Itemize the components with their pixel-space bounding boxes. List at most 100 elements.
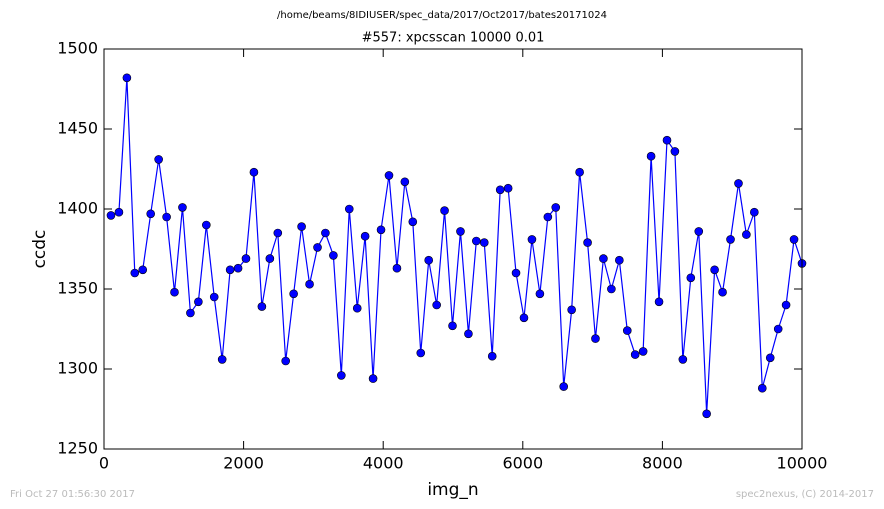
data-point bbox=[670, 147, 680, 156]
data-point bbox=[392, 263, 402, 273]
data-point bbox=[646, 151, 656, 161]
data-point bbox=[543, 212, 553, 222]
data-point bbox=[495, 185, 505, 195]
data-point bbox=[273, 228, 283, 238]
data-point bbox=[694, 227, 704, 236]
data-point bbox=[114, 207, 124, 217]
data-point bbox=[710, 265, 719, 275]
data-point bbox=[313, 243, 322, 252]
data-point bbox=[583, 238, 592, 247]
y-tick-label: 1450 bbox=[57, 119, 98, 138]
data-point bbox=[662, 135, 672, 145]
data-point bbox=[241, 254, 251, 263]
footer-left: Fri Oct 27 01:56:30 2017 bbox=[10, 489, 135, 500]
data-point bbox=[368, 374, 378, 383]
data-point bbox=[702, 409, 711, 419]
data-point bbox=[575, 167, 584, 177]
data-point bbox=[527, 235, 537, 244]
data-point bbox=[257, 302, 267, 311]
data-point bbox=[352, 303, 362, 313]
data-point bbox=[432, 300, 441, 310]
data-point bbox=[416, 348, 426, 358]
data-point bbox=[194, 297, 203, 307]
data-point bbox=[289, 289, 298, 299]
series-line bbox=[110, 77, 803, 414]
data-point bbox=[146, 209, 155, 219]
data-point bbox=[789, 235, 799, 244]
data-point bbox=[138, 265, 148, 275]
data-point bbox=[742, 230, 751, 239]
data-point bbox=[773, 324, 783, 334]
y-tick-label: 1250 bbox=[57, 439, 98, 458]
data-point bbox=[448, 321, 457, 331]
x-tick-label: 6000 bbox=[502, 454, 543, 473]
data-point bbox=[170, 287, 179, 297]
data-point bbox=[281, 356, 290, 366]
data-point bbox=[424, 255, 434, 265]
data-point bbox=[408, 217, 418, 227]
data-point bbox=[209, 292, 219, 302]
data-point bbox=[321, 228, 330, 238]
data-point bbox=[757, 383, 767, 393]
data-point bbox=[559, 382, 569, 391]
y-axis-label: ccdc bbox=[30, 230, 50, 269]
data-point bbox=[654, 297, 664, 307]
x-tick-label: 10000 bbox=[777, 454, 828, 473]
x-tick-label: 0 bbox=[99, 454, 109, 473]
data-point bbox=[440, 206, 449, 215]
data-point bbox=[607, 284, 616, 294]
data-point bbox=[781, 300, 791, 310]
data-point bbox=[464, 329, 473, 339]
data-point bbox=[337, 371, 346, 380]
x-tick-label: 8000 bbox=[642, 454, 683, 473]
data-point bbox=[599, 254, 608, 263]
data-point bbox=[265, 254, 275, 263]
chart-title: #557: xpcsscan 10000 0.01 bbox=[362, 31, 545, 46]
data-point bbox=[305, 279, 314, 289]
data-point bbox=[519, 313, 529, 323]
data-point bbox=[360, 231, 370, 241]
data-point bbox=[615, 255, 624, 265]
data-point bbox=[186, 308, 195, 318]
footer-right: spec2nexus, (C) 2014-2017 bbox=[736, 489, 874, 500]
data-point bbox=[162, 212, 171, 222]
data-point bbox=[225, 265, 235, 275]
data-point bbox=[154, 155, 163, 164]
data-point bbox=[456, 227, 465, 236]
data-point bbox=[202, 220, 211, 230]
data-point bbox=[638, 347, 648, 356]
x-tick-label: 2000 bbox=[223, 454, 264, 473]
data-point bbox=[400, 177, 410, 187]
y-tick-label: 1500 bbox=[57, 39, 98, 58]
data-point bbox=[734, 179, 743, 188]
y-tick-label: 1350 bbox=[57, 279, 98, 298]
plot-frame bbox=[103, 48, 803, 450]
data-point bbox=[130, 268, 140, 278]
suptitle: /home/beams/8IDIUSER/spec_data/2017/Oct2… bbox=[277, 10, 607, 21]
data-point bbox=[567, 305, 576, 315]
data-point bbox=[750, 207, 759, 217]
data-point bbox=[726, 235, 735, 244]
data-point bbox=[622, 326, 632, 335]
data-point bbox=[297, 222, 306, 231]
data-point bbox=[479, 238, 489, 247]
data-point bbox=[686, 273, 696, 283]
x-axis-label: img_n bbox=[427, 480, 478, 500]
data-point bbox=[487, 351, 497, 361]
data-point bbox=[591, 334, 600, 343]
data-point bbox=[511, 268, 521, 278]
data-point bbox=[106, 211, 116, 220]
data-point bbox=[765, 353, 775, 363]
data-point bbox=[344, 204, 354, 214]
data-point bbox=[178, 203, 187, 212]
data-point bbox=[551, 203, 561, 212]
data-point bbox=[384, 171, 394, 180]
y-tick-label: 1400 bbox=[57, 199, 98, 218]
data-point bbox=[503, 183, 513, 193]
data-point bbox=[678, 355, 688, 364]
x-tick-label: 4000 bbox=[363, 454, 404, 473]
data-point bbox=[718, 287, 727, 297]
data-point bbox=[472, 236, 481, 246]
